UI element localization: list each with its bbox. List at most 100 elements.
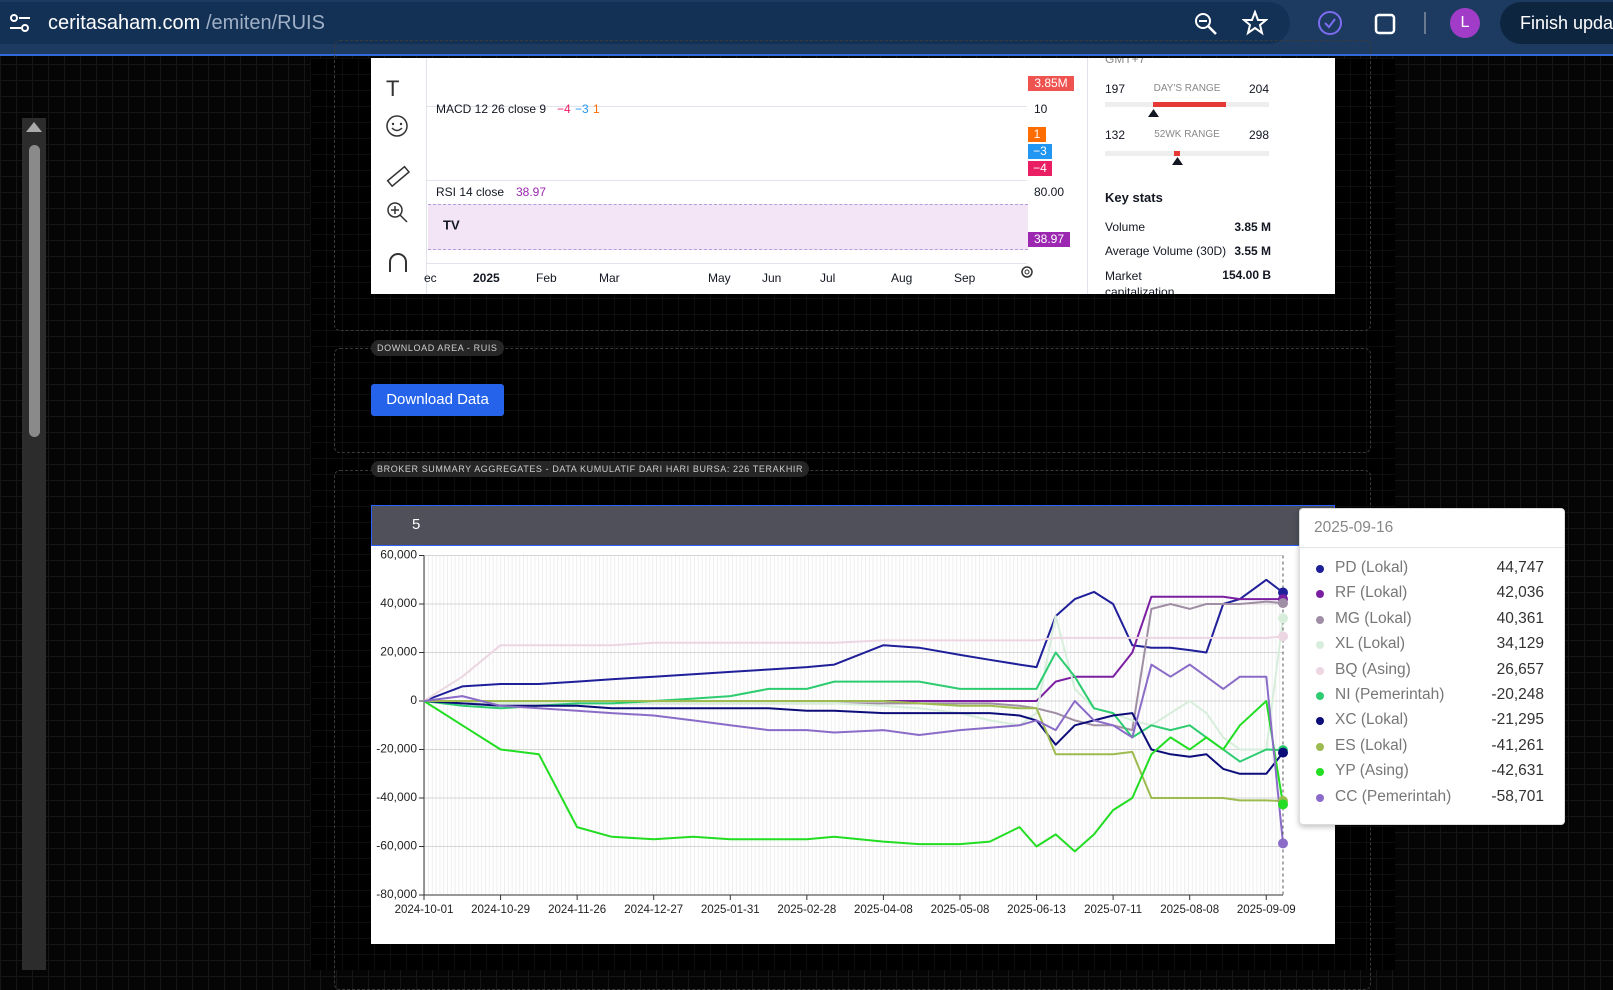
macd-tag: −4: [1028, 161, 1052, 176]
timezone: GMT+7: [1105, 58, 1146, 66]
tooltip-value: 34,129: [1496, 635, 1544, 653]
svg-text:TV: TV: [443, 217, 460, 232]
chart-container: -80,000 -60,000 -40,000 -20,000 0 20,000 40,00…: [371, 546, 1335, 944]
text-tool-icon[interactable]: T: [386, 76, 400, 101]
tooltip-value: -42,631: [1491, 762, 1544, 780]
separator: [1424, 12, 1426, 34]
y-tick-label: -40,000: [376, 790, 417, 804]
stat-name: Average Volume (30D): [1105, 244, 1227, 258]
x-tick-label: 2025-04-08: [854, 904, 913, 916]
point-marker: [1278, 598, 1288, 609]
day-low: 197: [1105, 82, 1126, 96]
time-axis-line: [427, 263, 1027, 264]
time-label: 2025: [473, 271, 500, 285]
rsi-label: RSI 14 close: [436, 185, 505, 199]
volume-tag: 3.85M: [1028, 76, 1074, 91]
tooltip-series-name: XL (Lokal): [1335, 635, 1406, 653]
zoom-tool-icon[interactable]: [385, 200, 411, 226]
profile-avatar[interactable]: L: [1450, 8, 1480, 38]
x-tick-label: 2025-06-13: [1007, 904, 1066, 916]
chart-panel: [334, 40, 1371, 331]
point-marker: [1278, 631, 1288, 642]
day-range-label: DAY'S RANGE: [1153, 83, 1221, 94]
x-tick-label: 2025-08-08: [1160, 904, 1219, 916]
x-tick-label: 2024-12-27: [624, 904, 683, 916]
pane-separator: [427, 180, 1027, 181]
tooltip-dot: [1316, 590, 1324, 599]
scrollbar[interactable]: [22, 118, 46, 970]
series-line: [424, 700, 1284, 803]
scroll-thumb[interactable]: [29, 145, 40, 437]
wk-high: 298: [1248, 128, 1269, 142]
extensions-icon[interactable]: [1372, 9, 1400, 37]
tooltip-dot: [1316, 717, 1324, 726]
x-tick-label: 2025-05-08: [931, 904, 990, 916]
time-label: Sep: [954, 271, 976, 285]
x-tick-label: 2024-10-01: [395, 904, 454, 916]
tradingview-widget: T TV MACD 12 26 close 9 −4 −3 1 10 3.85M…: [371, 58, 1335, 294]
x-tick-label: 2024-11-26: [548, 904, 606, 916]
tooltip-value: -20,248: [1491, 686, 1544, 703]
tooltip-dot: [1316, 692, 1324, 700]
tooltip-value: 42,036: [1496, 584, 1544, 602]
toolbar: T: [371, 58, 427, 294]
point-marker: [1278, 613, 1288, 624]
settings-icon[interactable]: [1019, 264, 1035, 280]
stat-name: Volume: [1105, 220, 1146, 234]
tooltip-dot: [1316, 641, 1324, 650]
macd-value: −4: [557, 102, 571, 116]
tooltip: 2025-09-16 PD (Lokal) 44,747 RF (Lokal) 42,…: [1299, 508, 1565, 825]
extension-icon[interactable]: [1316, 9, 1344, 37]
rsi-band: [428, 204, 1028, 250]
macd-tag: −3: [1028, 144, 1052, 159]
tooltip-dot: [1316, 768, 1324, 777]
x-tick-label: 2025-01-31: [701, 904, 760, 916]
x-tick-label: 2025-09-09: [1237, 904, 1296, 916]
tooltip-series-name: BQ (Asing): [1335, 660, 1411, 678]
scroll-up-arrow[interactable]: [26, 122, 42, 132]
macd-value: 1: [593, 102, 600, 116]
url-path: /emiten/RUIS: [206, 12, 325, 34]
tooltip-dot: [1316, 742, 1324, 751]
stat-value: 154.00 B: [1222, 268, 1271, 282]
y-tick-label: -80,000: [376, 887, 417, 901]
tooltip-divider: [1300, 547, 1564, 548]
tooltip-dot: [1316, 666, 1324, 675]
browser-bar: ceritasaham.com /emiten/RUIS L Finish up…: [0, 0, 1613, 56]
time-label: Aug: [891, 271, 913, 285]
time-label: Mar: [599, 271, 620, 285]
y-tick-label: 0: [410, 693, 417, 707]
y-tick-label: 40,000: [380, 596, 417, 610]
ruler-tool-icon[interactable]: [385, 164, 411, 190]
tooltip-series-name: ES (Lokal): [1335, 736, 1408, 754]
panel-divider: [1087, 58, 1088, 294]
tooltip-series-name: PD (Lokal): [1335, 559, 1409, 576]
tooltip-value: 40,361: [1496, 609, 1544, 627]
time-label: Jun: [762, 271, 782, 285]
zoom-icon[interactable]: [1193, 11, 1219, 37]
magnet-tool-icon[interactable]: [385, 250, 411, 276]
section-label: BROKER SUMMARY AGGREGATES - DATA KUMULAT…: [371, 461, 810, 477]
emoji-tool-icon[interactable]: [385, 114, 411, 140]
bookmark-icon[interactable]: [1242, 10, 1268, 36]
wk-range-label: 52WK RANGE: [1154, 129, 1220, 140]
download-button[interactable]: Download Data: [371, 384, 504, 416]
finish-update-button[interactable]: Finish update: [1500, 2, 1613, 44]
wk-low: 132: [1105, 128, 1126, 142]
range-fill: [1153, 102, 1226, 107]
point-marker: [1278, 838, 1288, 849]
series-line: [423, 578, 1284, 702]
price-scale-label: 80.00: [1034, 185, 1065, 199]
broker-input[interactable]: 5: [371, 505, 1335, 546]
section-label: DOWNLOAD AREA - RUIS: [371, 340, 504, 356]
pane-separator: [427, 106, 1027, 107]
tooltip-series-name: YP (Asing): [1335, 762, 1409, 780]
site-settings-icon[interactable]: [8, 12, 32, 34]
series-line: [423, 700, 1284, 853]
y-tick-label: 20,000: [380, 645, 417, 659]
tv-logo: TV: [443, 217, 460, 232]
range-bar: [1105, 151, 1269, 156]
address-bar[interactable]: ceritasaham.com /emiten/RUIS: [0, 2, 1290, 44]
y-tick-label: -20,000: [376, 742, 417, 756]
